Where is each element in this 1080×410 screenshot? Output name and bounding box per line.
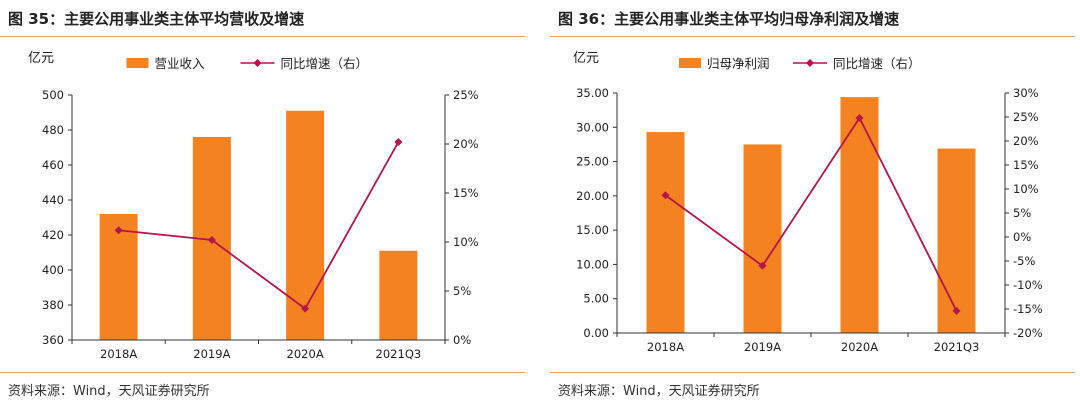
y-tick-label-right: 15%	[1013, 158, 1039, 172]
x-tick-label: 2020A	[841, 340, 878, 354]
y-tick-label-left: 440	[42, 193, 64, 207]
y-tick-label-right: 30%	[1013, 86, 1039, 100]
bar	[840, 97, 879, 333]
y-tick-label-left: 30.00	[576, 120, 609, 134]
growth-point	[207, 236, 216, 245]
bar	[743, 144, 782, 333]
x-tick-label: 2020A	[287, 347, 324, 361]
y-tick-label-right: 5%	[453, 284, 471, 298]
legend-line-label: 同比增速（右）	[281, 56, 369, 71]
y-tick-label-right: 25%	[1013, 110, 1039, 124]
y-tick-label-left: 0.00	[583, 326, 609, 340]
title-rule	[0, 36, 525, 37]
y-tick-label-left: 10.00	[576, 257, 609, 271]
growth-line	[118, 141, 400, 310]
x-tick-label: 2019A	[193, 347, 230, 361]
y-unit-label: 亿元	[573, 51, 599, 66]
y-tick-label-left: 360	[42, 333, 64, 347]
legend-bar-label: 营业收入	[155, 56, 206, 71]
y-tick-label-left: 380	[42, 298, 64, 312]
x-tick-label: 2021Q3	[934, 340, 980, 354]
y-tick-label-right: -15%	[1013, 302, 1043, 316]
y-tick-label-left: 15.00	[576, 223, 609, 237]
y-tick-label-right: 0%	[453, 333, 471, 347]
y-tick-label-left: 420	[42, 228, 64, 242]
x-tick-label: 2018A	[100, 347, 137, 361]
growth-point	[661, 191, 670, 200]
y-unit-label: 亿元	[28, 51, 54, 66]
y-tick-label-left: 5.00	[583, 292, 609, 306]
chart-title: 图 36：主要公用事业类主体平均归母净利润及增速	[558, 10, 900, 28]
y-tick-label-left: 35.00	[576, 86, 609, 100]
y-tick-label-right: 25%	[453, 88, 479, 102]
title-rule	[550, 36, 1075, 37]
y-tick-label-right: 20%	[1013, 134, 1039, 148]
x-tick-label: 2019A	[744, 340, 781, 354]
y-tick-label-left: 25.00	[576, 155, 609, 169]
x-tick-label: 2018A	[647, 340, 684, 354]
bar	[379, 250, 418, 340]
y-tick-label-left: 500	[42, 88, 64, 102]
y-tick-label-right: 10%	[453, 235, 479, 249]
legend-line-marker	[806, 59, 814, 67]
chart-title: 图 35：主要公用事业类主体平均营收及增速	[8, 10, 305, 28]
growth-point	[952, 306, 961, 315]
chart-35-svg: 亿元 营业收入 同比增速（右） 360 380 400 420 440 460 480 500 0% 5…	[28, 51, 479, 361]
bar	[646, 132, 685, 333]
chart-panel-35: 图 35：主要公用事业类主体平均营收及增速 亿元 营业收入 同比增速（右） 360 38…	[0, 0, 530, 410]
y-tick-label-right: 0%	[1013, 230, 1031, 244]
chart-panel-36: 图 36：主要公用事业类主体平均归母净利润及增速 亿元 归母净利润 同比增速（右） 0…	[550, 0, 1080, 410]
source-note: 资料来源：Wind，天风证券研究所	[558, 384, 760, 399]
y-tick-label-right: 10%	[1013, 182, 1039, 196]
bar	[937, 148, 976, 333]
growth-point	[855, 113, 864, 122]
legend-bar-label: 归母净利润	[707, 56, 770, 71]
x-tick-label: 2021Q3	[376, 347, 422, 361]
growth-point	[394, 138, 403, 147]
legend-line-label: 同比增速（右）	[833, 56, 921, 71]
bar	[286, 110, 325, 340]
y-tick-label-right: -5%	[1013, 254, 1035, 268]
y-tick-label-left: 460	[42, 158, 64, 172]
y-tick-label-right: -20%	[1013, 326, 1043, 340]
chart-36-svg: 亿元 归母净利润 同比增速（右） 0.00 5.00 10.00 15.00 20.00 25.…	[573, 51, 1043, 354]
bar	[99, 214, 138, 340]
y-tick-label-right: 20%	[453, 137, 479, 151]
source-rule	[550, 372, 1075, 373]
y-tick-label-left: 400	[42, 263, 64, 277]
growth-point	[758, 261, 767, 270]
legend-line-marker	[253, 59, 262, 67]
legend-bar-swatch	[679, 58, 701, 68]
growth-line	[664, 116, 958, 312]
y-tick-label-right: 15%	[453, 186, 479, 200]
y-tick-label-right: 5%	[1013, 206, 1031, 220]
y-tick-label-left: 480	[42, 123, 64, 137]
source-rule	[0, 372, 525, 373]
growth-point	[114, 226, 123, 235]
y-tick-label-right: -10%	[1013, 278, 1043, 292]
growth-point	[301, 304, 310, 313]
source-note: 资料来源：Wind，天风证券研究所	[8, 384, 210, 399]
legend-bar-swatch	[126, 58, 149, 68]
y-tick-label-left: 20.00	[576, 189, 609, 203]
